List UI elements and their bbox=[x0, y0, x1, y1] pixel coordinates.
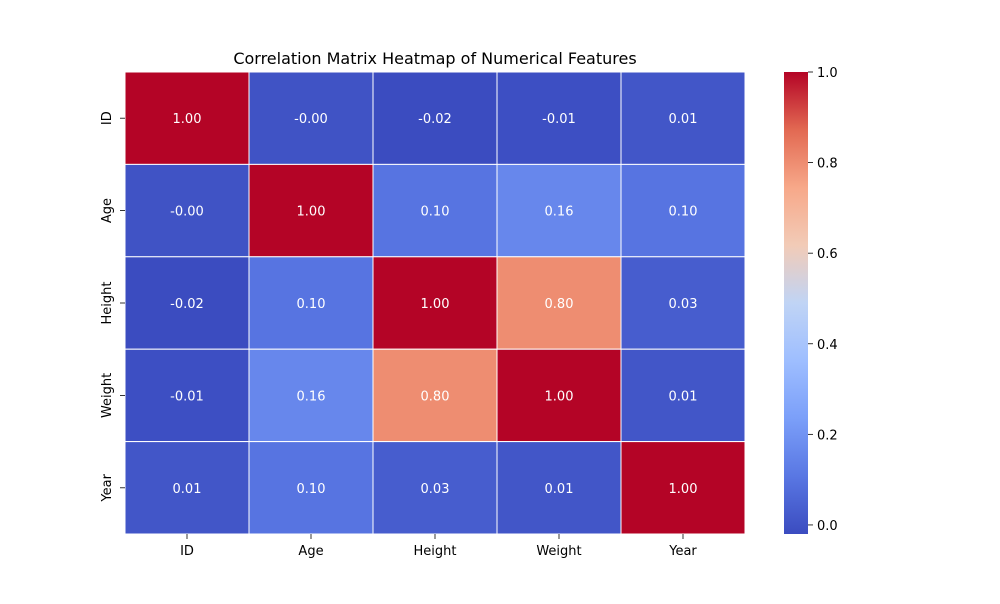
cell-label: 0.16 bbox=[297, 389, 326, 404]
cell-annotations: 1.00 -0.00 -0.02 -0.01 0.01 -0.00 1.00 0.10 0.16… bbox=[170, 112, 697, 497]
cell-label: -0.02 bbox=[418, 112, 452, 127]
heatmap-cells bbox=[124, 71, 746, 535]
x-axis: ID Age Height Weight Year bbox=[180, 534, 697, 559]
y-tick-label: Weight bbox=[100, 373, 115, 418]
y-tick-label: ID bbox=[100, 111, 115, 125]
cell-label: 0.10 bbox=[297, 482, 326, 497]
colorbar-tick-label: 0.4 bbox=[817, 338, 838, 353]
cell-label: -0.00 bbox=[170, 205, 204, 220]
cell-label: 0.01 bbox=[173, 482, 202, 497]
colorbar-gradient bbox=[784, 72, 808, 534]
colorbar-tick-label: 0.8 bbox=[817, 157, 838, 172]
colorbar-ticks: 0.0 0.2 0.4 0.6 0.8 1.0 bbox=[808, 66, 838, 534]
cell-label: 1.00 bbox=[669, 482, 698, 497]
cell-label: 0.01 bbox=[669, 112, 698, 127]
cell-label: 0.80 bbox=[421, 389, 450, 404]
heatmap-cell-age-id bbox=[124, 163, 250, 258]
heatmap-cell-height-age bbox=[248, 256, 374, 350]
cell-label: -0.02 bbox=[170, 297, 204, 312]
heatmap-cell-weight-weight bbox=[496, 348, 622, 443]
heatmap-cell-age-height bbox=[372, 163, 498, 258]
cell-label: 0.10 bbox=[669, 205, 698, 220]
cell-label: 1.00 bbox=[545, 389, 574, 404]
heatmap-cell-age-year bbox=[620, 163, 746, 258]
heatmap-cell-id-age bbox=[248, 71, 374, 165]
x-tick-label: ID bbox=[180, 544, 194, 559]
cell-label: 0.10 bbox=[297, 297, 326, 312]
y-tick-label: Year bbox=[100, 473, 115, 502]
cell-label: 0.01 bbox=[545, 482, 574, 497]
heatmap-cell-year-id bbox=[124, 441, 250, 535]
colorbar-tick-label: 0.0 bbox=[817, 519, 838, 534]
cell-label: 1.00 bbox=[421, 297, 450, 312]
cell-label: 0.03 bbox=[669, 297, 698, 312]
cell-label: 0.03 bbox=[421, 482, 450, 497]
cell-label: 1.00 bbox=[297, 205, 326, 220]
heatmap-cell-id-height bbox=[372, 71, 498, 165]
cell-label: 1.00 bbox=[173, 112, 202, 127]
colorbar bbox=[784, 72, 808, 534]
colorbar-tick-label: 0.6 bbox=[817, 247, 838, 262]
cell-label: 0.80 bbox=[545, 297, 574, 312]
x-tick-label: Age bbox=[298, 544, 323, 559]
y-tick-label: Age bbox=[100, 198, 115, 223]
cell-label: 0.01 bbox=[669, 389, 698, 404]
colorbar-tick-label: 1.0 bbox=[817, 66, 838, 81]
y-axis: ID Age Height Weight Year bbox=[100, 111, 125, 503]
heatmap-cell-weight-age bbox=[248, 348, 374, 443]
heatmap-cell-weight-year bbox=[620, 348, 746, 443]
heatmap-cell-id-weight bbox=[496, 71, 622, 165]
x-tick-label: Weight bbox=[536, 544, 581, 559]
cell-label: -0.01 bbox=[170, 389, 204, 404]
heatmap-cell-height-height bbox=[372, 256, 498, 350]
colorbar-tick-label: 0.2 bbox=[817, 428, 838, 443]
x-tick-label: Height bbox=[414, 544, 457, 559]
x-tick-label: Year bbox=[668, 544, 697, 559]
heatmap-cell-id-year bbox=[620, 71, 746, 165]
heatmap-cell-year-year bbox=[620, 441, 746, 535]
cell-label: -0.00 bbox=[294, 112, 328, 127]
heatmap-cell-id-id bbox=[124, 71, 250, 165]
y-tick-label: Height bbox=[100, 282, 115, 325]
cell-label: -0.01 bbox=[542, 112, 576, 127]
heatmap-cell-height-year bbox=[620, 256, 746, 350]
heatmap-cell-year-height bbox=[372, 441, 498, 535]
cell-label: 0.10 bbox=[421, 205, 450, 220]
heatmap-cell-weight-height bbox=[372, 348, 498, 443]
cell-label: 0.16 bbox=[545, 205, 574, 220]
heatmap-cell-height-weight bbox=[496, 256, 622, 350]
chart-title: Correlation Matrix Heatmap of Numerical … bbox=[233, 49, 636, 68]
heatmap-cell-year-age bbox=[248, 441, 374, 535]
